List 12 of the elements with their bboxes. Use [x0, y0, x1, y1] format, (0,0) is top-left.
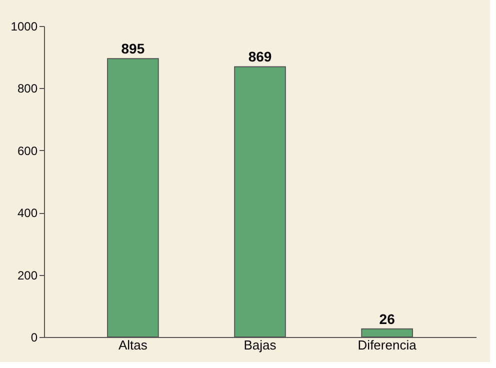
x-tick-label: Bajas	[244, 338, 277, 352]
y-tick-label: 600	[17, 144, 38, 158]
y-tick-label: 200	[17, 268, 38, 282]
data-label: 895	[121, 40, 145, 57]
x-tick-label: Diferencia	[358, 338, 418, 352]
data-label: 26	[379, 310, 396, 327]
y-tick-label: 400	[17, 206, 38, 220]
x-tick-label: Altas	[118, 338, 148, 352]
data-label: 869	[248, 48, 272, 65]
y-tick-label: 0	[30, 330, 38, 344]
y-tick-label: 800	[17, 82, 38, 96]
y-tick-label: 1000	[10, 20, 38, 34]
